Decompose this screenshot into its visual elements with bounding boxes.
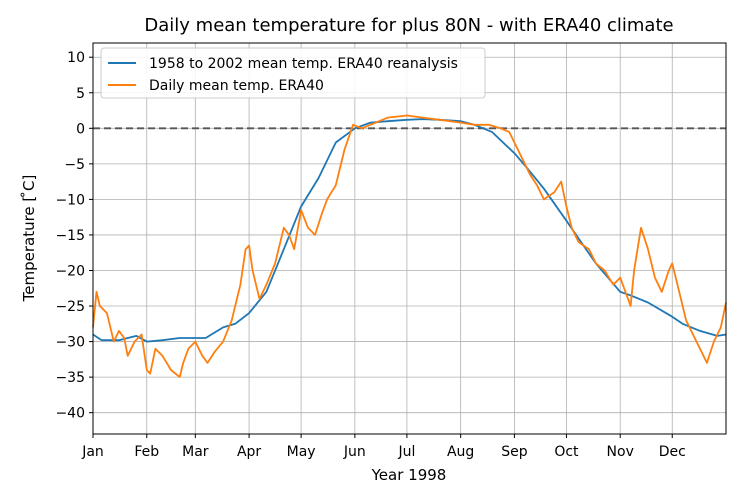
x-tick-label: Aug xyxy=(447,444,474,460)
x-tick-label: Mar xyxy=(182,444,209,460)
y-tick-label: 10 xyxy=(67,50,85,66)
y-tick-label: −25 xyxy=(55,299,85,315)
y-tick-label: −5 xyxy=(64,157,85,173)
plot-frame xyxy=(92,42,727,435)
x-tick-label: Nov xyxy=(607,444,634,460)
y-tick-label: −10 xyxy=(55,192,85,208)
y-tick-label: −20 xyxy=(55,263,85,279)
y-tick-label: 0 xyxy=(76,121,85,137)
x-tick-label: Dec xyxy=(659,444,686,460)
y-tick-label: 5 xyxy=(76,86,85,102)
x-axis-ticks: Jan Feb Mar Apr May Jun Jul Aug Sep Oct Nov Dec xyxy=(81,434,686,460)
series-lines xyxy=(92,114,727,378)
x-axis-label: Year 1998 xyxy=(371,466,447,484)
series-line-2 xyxy=(92,114,727,378)
y-tick-label: −15 xyxy=(55,228,85,244)
series-line-1 xyxy=(92,118,727,343)
y-axis-ticks: 10 5 0 −5 −10 −15 −20 −25 −30 −35 −40 xyxy=(55,50,93,422)
y-tick-label: −35 xyxy=(55,370,85,386)
x-tick-label: Sep xyxy=(501,444,528,460)
y-tick-label: −40 xyxy=(55,406,85,422)
x-tick-label: Oct xyxy=(554,444,579,460)
legend-box xyxy=(100,47,486,99)
legend-label: 1958 to 2002 mean temp. ERA40 reanalysis xyxy=(149,56,458,72)
legend: 1958 to 2002 mean temp. ERA40 reanalysis… xyxy=(100,47,486,99)
x-tick-label: Apr xyxy=(237,444,261,460)
x-tick-label: Jan xyxy=(81,444,104,460)
y-tick-label: −30 xyxy=(55,335,85,351)
x-tick-label: Jul xyxy=(397,444,415,460)
x-tick-label: Feb xyxy=(134,444,159,460)
x-tick-label: May xyxy=(287,444,316,460)
grid-lines xyxy=(92,43,726,434)
y-axis-label: Temperature [ ̊C] xyxy=(20,175,38,303)
legend-label: Daily mean temp. ERA40 xyxy=(149,78,324,94)
chart-title: Daily mean temperature for plus 80N - wi… xyxy=(144,15,673,36)
x-tick-label: Jun xyxy=(343,444,366,460)
